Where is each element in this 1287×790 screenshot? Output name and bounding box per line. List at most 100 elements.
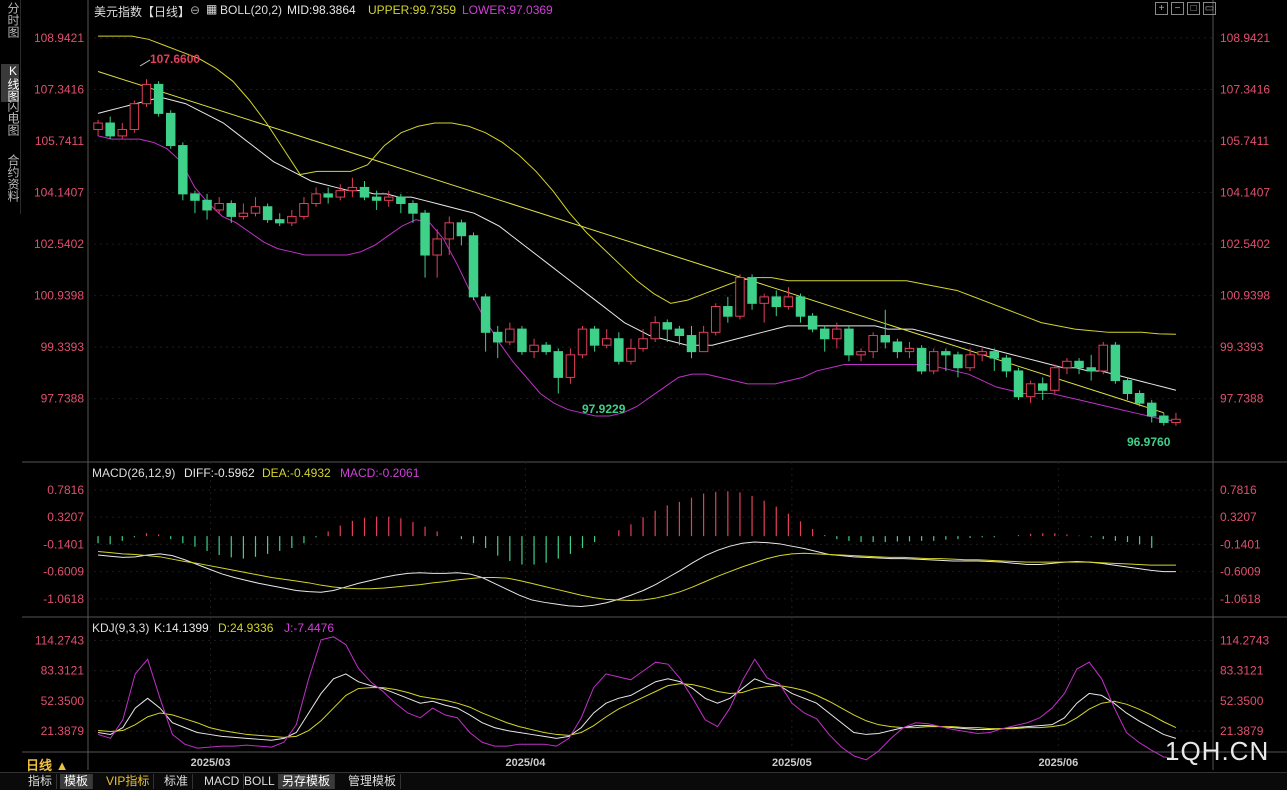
candle-body: [396, 196, 406, 205]
candle-body: [928, 351, 939, 372]
bottom-tab-4[interactable]: MACD: [200, 774, 245, 789]
y-tick-left: 100.9398: [34, 289, 84, 303]
macd-diff: DIFF:-0.5962: [184, 466, 255, 480]
candle-body: [505, 328, 515, 343]
candle-body: [1110, 344, 1121, 382]
candle-body: [250, 206, 261, 214]
candle-body: [226, 203, 237, 217]
candle-body: [614, 338, 624, 362]
y-tick-right: 102.5402: [1220, 237, 1270, 251]
boll-upper: UPPER:99.7359: [368, 3, 457, 17]
candle-body: [1074, 360, 1084, 369]
candle-body: [650, 322, 660, 340]
boll-upper-line: [98, 35, 1176, 335]
boll-mid: MID:98.3864: [287, 3, 356, 17]
candle-body: [674, 328, 685, 337]
sidebar-item-0[interactable]: 分时图: [6, 2, 20, 38]
kdj-j-line: [97, 636, 1177, 761]
candle-body: [807, 315, 818, 330]
y-tick-left: 107.3416: [34, 82, 84, 96]
candle-body: [190, 193, 200, 201]
bottom-tab-0[interactable]: 指标: [24, 774, 58, 789]
bottom-tab-5[interactable]: BOLL: [240, 774, 280, 789]
y-tick-right: 105.7411: [1220, 134, 1269, 148]
candle-body: [662, 322, 673, 330]
macd-value: MACD:-0.2061: [340, 466, 420, 480]
bottom-tab-7[interactable]: 管理模板: [344, 774, 402, 789]
kdj-k: K:14.1399: [154, 621, 209, 635]
candle-body: [1146, 402, 1157, 417]
x-tick-label: 2025/04: [506, 757, 547, 769]
candle-body: [771, 296, 782, 308]
macd-title: MACD(26,12,9): [92, 466, 176, 480]
x-tick-label: 2025/05: [772, 757, 812, 769]
y-tick-left: -0.6009: [43, 565, 84, 579]
candle-body: [468, 235, 479, 298]
y-tick-left: 0.7816: [47, 483, 84, 497]
sidebar-item-1[interactable]: K线图: [1, 64, 20, 102]
candle-body: [589, 328, 600, 346]
candle-body: [420, 212, 430, 256]
candle-body: [492, 331, 503, 343]
candle-body: [202, 199, 212, 211]
sidebar: 分时图 K线图 闪电图合约资料: [0, 0, 21, 214]
candle-body: [747, 277, 757, 304]
candle-body: [165, 112, 176, 147]
instrument-title: 美元指数【日线】: [94, 5, 191, 19]
kdj-k-line: [97, 673, 1177, 741]
bottom-tab-2[interactable]: VIP指标: [102, 774, 155, 789]
candle-body: [1050, 367, 1060, 391]
bottom-tab-3[interactable]: 标准: [160, 774, 194, 789]
candle-body: [299, 203, 309, 217]
kdj-d-line: [98, 683, 1177, 738]
candle-body: [129, 103, 140, 130]
candle-body: [287, 215, 297, 224]
low-annotation-2: 96.9760: [1127, 435, 1171, 449]
candle-body: [1098, 344, 1109, 372]
candle-body: [723, 306, 733, 317]
y-tick-left: 99.3393: [41, 340, 85, 354]
y-tick-left: -0.1401: [43, 537, 84, 551]
zoom-out-icon[interactable]: −: [1171, 2, 1184, 15]
candle-body: [480, 296, 491, 333]
kdj-j: J:-7.4476: [284, 621, 335, 635]
period-selector[interactable]: 日线 ▲: [26, 758, 69, 773]
candle-body: [1086, 367, 1096, 372]
y-tick-left: -1.0618: [43, 592, 84, 606]
candle-body: [686, 335, 697, 353]
candle-body: [880, 335, 891, 343]
candle-body: [456, 222, 467, 237]
restore-icon[interactable]: ▭: [1203, 2, 1216, 15]
y-tick-right: 104.1407: [1220, 186, 1270, 200]
candle-body: [359, 186, 370, 198]
bottom-tab-1[interactable]: 模板: [60, 774, 94, 789]
y-tick-right: 83.3121: [1220, 664, 1264, 678]
zoom-in-icon[interactable]: +: [1155, 2, 1168, 15]
candle-body: [832, 328, 842, 340]
boll-settings-icon[interactable]: ▦: [206, 2, 218, 16]
candle-body: [565, 354, 576, 378]
candle-body: [214, 203, 224, 211]
y-tick-left: 108.9421: [34, 31, 84, 45]
candle-body: [541, 344, 551, 353]
y-tick-left: 0.3207: [47, 510, 84, 524]
candle-body: [1013, 370, 1024, 398]
trend-line: [97, 71, 1164, 414]
sidebar-item-2[interactable]: 闪电图: [6, 100, 20, 136]
y-tick-right: 99.3393: [1220, 340, 1264, 354]
y-tick-right: 0.3207: [1220, 510, 1257, 524]
y-tick-right: -1.0618: [1220, 592, 1261, 606]
candle-body: [710, 306, 721, 333]
candle-body: [989, 351, 1000, 359]
candle-body: [795, 296, 806, 317]
fullscreen-icon[interactable]: □: [1187, 2, 1200, 15]
sidebar-item-3[interactable]: 合约资料: [6, 154, 20, 202]
collapse-icon[interactable]: ⊖: [190, 3, 201, 17]
bottom-tab-6[interactable]: 另存模板: [278, 774, 336, 789]
template-toolbar: 指标 模板 VIP指标 标准 MACD BOLL 另存模板 管理模板: [0, 772, 1287, 790]
candle-body: [153, 83, 164, 114]
candle-body: [626, 347, 636, 362]
candle-body: [517, 328, 527, 353]
high-annotation-pointer: [139, 59, 151, 67]
